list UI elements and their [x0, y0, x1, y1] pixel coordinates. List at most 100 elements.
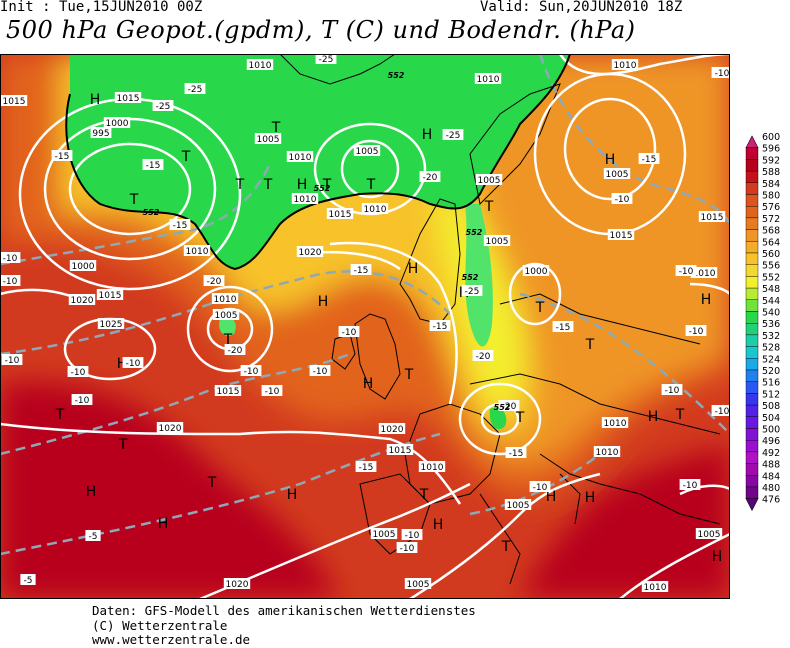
green-low-west	[219, 316, 236, 337]
color-scale-label: 536	[762, 319, 780, 330]
isotherm-label: -10	[0, 275, 21, 287]
color-scale-swatch	[745, 393, 759, 406]
footer-copyright: (C) Wetterzentrale	[92, 617, 228, 633]
isobar-label: 1005	[404, 578, 432, 590]
isotherm-label: -5	[20, 574, 36, 586]
low-pressure-marker: T	[271, 120, 281, 136]
svg-text:-20: -20	[423, 173, 438, 183]
svg-text:1015: 1015	[217, 387, 240, 397]
svg-text:-15: -15	[509, 449, 524, 459]
svg-text:1000: 1000	[106, 119, 129, 129]
low-pressure-marker: T	[515, 410, 525, 426]
color-scale-label: 592	[762, 155, 780, 166]
isotherm-label: -10	[396, 542, 418, 554]
svg-text:1005: 1005	[257, 135, 280, 145]
low-pressure-marker: T	[223, 332, 233, 348]
svg-text:1005: 1005	[407, 580, 430, 590]
svg-text:1010: 1010	[289, 153, 312, 163]
color-scale-swatch	[745, 135, 759, 148]
color-scale-label: 552	[762, 272, 780, 283]
color-scale-label: 580	[762, 191, 780, 202]
isobar-label: 1010	[601, 417, 629, 429]
isotherm-label: -15	[169, 219, 191, 231]
color-scale-label: 488	[762, 460, 780, 471]
svg-text:-15: -15	[359, 463, 374, 473]
isobar-label: 1015	[96, 289, 124, 301]
isotherm-label: -10	[0, 252, 21, 264]
svg-text:1010: 1010	[294, 195, 317, 205]
footer: Daten: GFS-Modell des amerikanischen Wet…	[92, 603, 476, 648]
weather-map: HHHHHHHHHHHHHHHHHHTTTTTTTTTTTTTTTTTTT 10…	[0, 54, 730, 599]
high-pressure-marker: H	[318, 294, 329, 310]
color-scale-label: 508	[762, 401, 780, 412]
isotherm-label: -20	[224, 344, 246, 356]
svg-text:-15: -15	[354, 266, 369, 276]
color-scale-label: 568	[762, 226, 780, 237]
svg-text:-10: -10	[615, 195, 630, 205]
color-scale-swatch	[745, 486, 759, 499]
svg-text:1000: 1000	[525, 267, 548, 277]
isobar-label: 1010	[286, 151, 314, 163]
isobar-label: 1010	[641, 581, 669, 593]
low-pressure-marker: T	[129, 192, 139, 208]
color-scale-label: 524	[762, 354, 780, 365]
svg-text:-10: -10	[533, 483, 548, 493]
color-scale-label: 516	[762, 378, 780, 389]
color-scale-swatch	[745, 287, 759, 301]
isotherm-label: -10	[679, 479, 701, 491]
svg-text:-20: -20	[502, 402, 517, 412]
high-pressure-marker: H	[585, 490, 596, 506]
low-pressure-marker: T	[366, 177, 376, 193]
isobar-label: 1010	[291, 193, 319, 205]
color-scale-label: 548	[762, 284, 780, 295]
svg-text:1005: 1005	[356, 147, 379, 157]
color-scale-label: 588	[762, 167, 780, 178]
isotherm-label: -20	[498, 400, 520, 412]
color-scale-swatch	[745, 322, 759, 336]
isotherm-label: -10	[401, 529, 423, 541]
high-pressure-marker: H	[86, 484, 97, 500]
svg-text:-15: -15	[556, 323, 571, 333]
isotherm-label: -10	[1, 354, 23, 366]
isotherm-label: -10	[685, 325, 707, 337]
svg-text:-10: -10	[265, 387, 280, 397]
color-scale-label: 504	[762, 413, 780, 424]
color-scale-label: 572	[762, 214, 780, 225]
high-pressure-marker: H	[287, 487, 298, 503]
isobar-label: 1015	[214, 385, 242, 397]
high-pressure-marker: H	[701, 292, 712, 308]
low-pressure-marker: T	[484, 199, 494, 215]
isobar-label: 1000	[103, 117, 131, 129]
isotherm-label: -20	[472, 350, 494, 362]
isotherm-label: -10	[71, 394, 93, 406]
svg-text:1005: 1005	[373, 530, 396, 540]
low-pressure-marker: T	[404, 367, 414, 383]
color-scale-swatch	[745, 428, 759, 441]
svg-text:1020: 1020	[381, 425, 404, 435]
svg-text:1010: 1010	[214, 295, 237, 305]
isotherm-label: -10	[261, 385, 283, 397]
low-pressure-marker: T	[585, 337, 595, 353]
color-scale-swatch	[745, 498, 759, 512]
svg-text:-10: -10	[126, 359, 141, 369]
svg-text:1005: 1005	[478, 176, 501, 186]
valid-time: Valid: Sun,20JUN2010 18Z	[480, 0, 683, 15]
color-scale-label: 476	[762, 495, 780, 506]
low-pressure-marker: T	[55, 407, 65, 423]
svg-text:1015: 1015	[99, 291, 122, 301]
isobar-label: 1020	[296, 246, 324, 258]
svg-text:1010: 1010	[604, 419, 627, 429]
isobar-label: 1000	[69, 260, 97, 272]
isobar-label: 1020	[223, 578, 251, 590]
color-scale-label: 596	[762, 144, 780, 155]
high-pressure-marker: H	[712, 549, 723, 565]
isotherm-label: -15	[505, 447, 527, 459]
isotherm-label: -15	[355, 461, 377, 473]
footer-website[interactable]: www.wetterzentrale.de	[92, 632, 251, 647]
isotherm-label: -15	[142, 159, 164, 171]
isotherm-label: -10	[711, 405, 730, 417]
color-scale-swatch	[745, 440, 759, 453]
svg-text:-25: -25	[465, 287, 480, 297]
geopotential-label: 552	[388, 71, 405, 80]
high-pressure-marker: H	[648, 409, 659, 425]
